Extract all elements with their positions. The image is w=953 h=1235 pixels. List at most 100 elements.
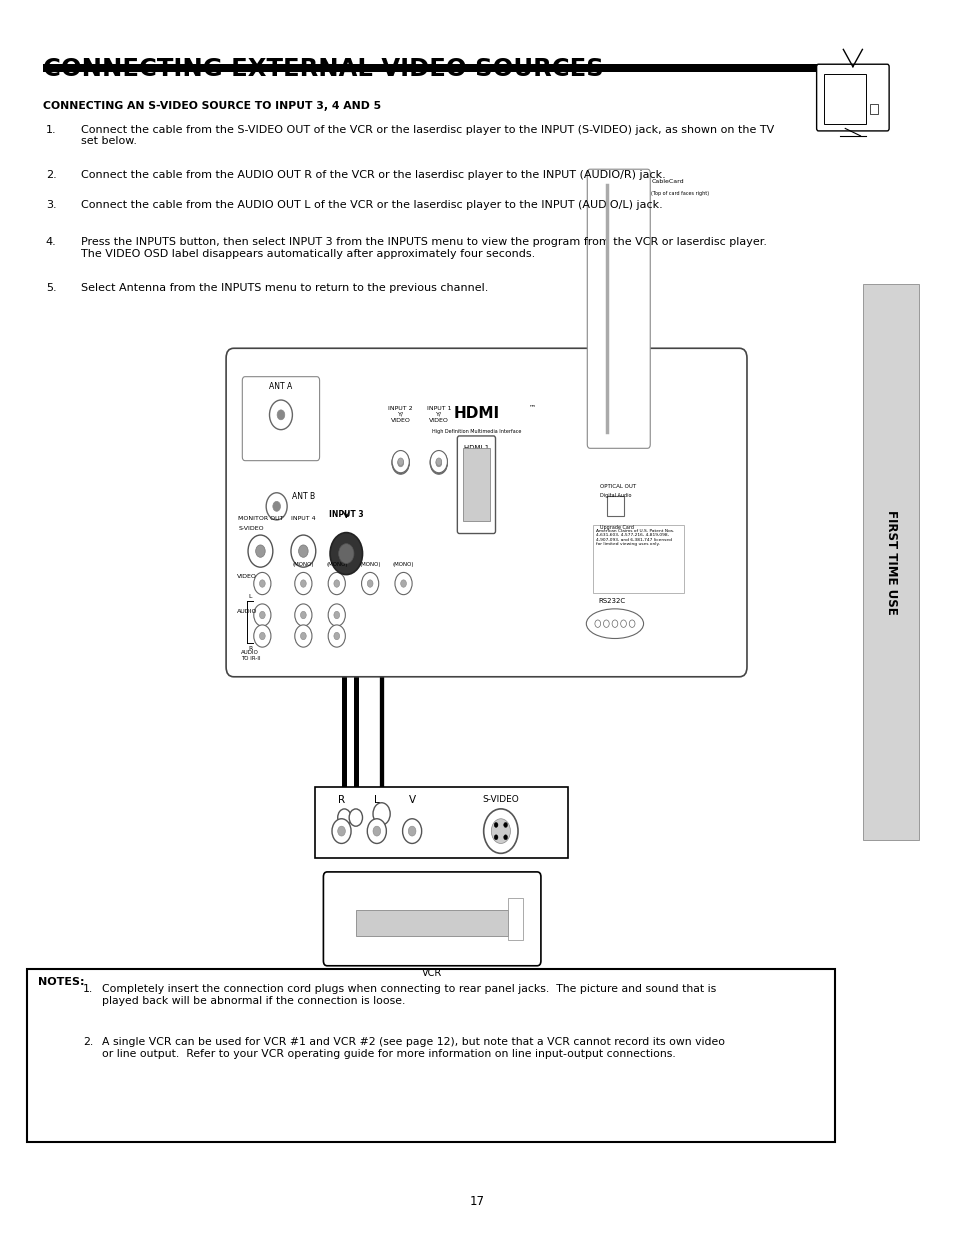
Text: 3.: 3. bbox=[46, 200, 56, 210]
Circle shape bbox=[620, 620, 626, 627]
Text: (MONO): (MONO) bbox=[326, 562, 347, 568]
Text: V: V bbox=[408, 795, 416, 805]
Text: 17: 17 bbox=[469, 1194, 484, 1208]
Text: CONNECTING EXTERNAL VIDEO SOURCES: CONNECTING EXTERNAL VIDEO SOURCES bbox=[43, 57, 603, 80]
Text: Completely insert the connection cord plugs when connecting to rear panel jacks.: Completely insert the connection cord pl… bbox=[102, 984, 716, 1005]
Bar bbox=[593, 525, 683, 593]
Circle shape bbox=[253, 625, 271, 647]
Text: AUDIO
TO IR-II: AUDIO TO IR-II bbox=[241, 650, 261, 661]
Circle shape bbox=[408, 826, 416, 836]
FancyBboxPatch shape bbox=[456, 436, 495, 534]
Text: AUDIO: AUDIO bbox=[236, 609, 256, 614]
Circle shape bbox=[373, 826, 380, 836]
Text: INPUT 4: INPUT 4 bbox=[291, 516, 315, 521]
Circle shape bbox=[392, 452, 409, 474]
Text: FIRST TIME USE: FIRST TIME USE bbox=[883, 510, 897, 614]
FancyBboxPatch shape bbox=[226, 348, 746, 677]
Text: Connect the cable from the S-VIDEO OUT of the VCR or the laserdisc player to the: Connect the cable from the S-VIDEO OUT o… bbox=[81, 125, 774, 146]
Bar bbox=[43, 63, 858, 72]
Text: A single VCR can be used for VCR #1 and VCR #2 (see page 12), but note that a VC: A single VCR can be used for VCR #1 and … bbox=[102, 1037, 724, 1058]
FancyBboxPatch shape bbox=[242, 377, 319, 461]
Bar bbox=[869, 104, 877, 114]
Circle shape bbox=[397, 459, 403, 467]
Circle shape bbox=[291, 535, 315, 567]
Circle shape bbox=[483, 809, 517, 853]
Circle shape bbox=[328, 604, 345, 626]
Text: 4.: 4. bbox=[46, 237, 56, 247]
Circle shape bbox=[253, 604, 271, 626]
Text: 5.: 5. bbox=[46, 283, 56, 293]
Circle shape bbox=[494, 823, 497, 827]
Text: L: L bbox=[248, 594, 252, 599]
Circle shape bbox=[367, 580, 373, 588]
Text: ANT B: ANT B bbox=[292, 492, 314, 501]
Circle shape bbox=[253, 573, 271, 595]
Bar bbox=[27, 969, 834, 1142]
Circle shape bbox=[298, 545, 308, 557]
Circle shape bbox=[255, 545, 265, 557]
Text: 2.: 2. bbox=[46, 170, 56, 180]
Text: Connect the cable from the AUDIO OUT R of the VCR or the laserdisc player to the: Connect the cable from the AUDIO OUT R o… bbox=[81, 170, 665, 180]
Circle shape bbox=[629, 620, 635, 627]
Bar bbox=[508, 898, 522, 940]
Circle shape bbox=[277, 410, 284, 420]
FancyBboxPatch shape bbox=[587, 169, 650, 448]
Text: RS232C: RS232C bbox=[598, 598, 625, 604]
Text: S-VIDEO: S-VIDEO bbox=[482, 795, 518, 804]
Text: Press the INPUTS button, then select INPUT 3 from the INPUTS menu to view the pr: Press the INPUTS button, then select INP… bbox=[81, 237, 766, 258]
Circle shape bbox=[402, 819, 421, 844]
Text: INPUT 2
Y/
VIDEO: INPUT 2 Y/ VIDEO bbox=[388, 406, 413, 422]
Text: CableCard: CableCard bbox=[651, 179, 683, 184]
Circle shape bbox=[328, 573, 345, 595]
Circle shape bbox=[270, 400, 292, 430]
Circle shape bbox=[612, 620, 618, 627]
Circle shape bbox=[436, 458, 441, 466]
Text: S-VIDEO: S-VIDEO bbox=[238, 526, 264, 531]
Circle shape bbox=[491, 819, 510, 844]
Circle shape bbox=[392, 451, 409, 473]
Text: OPTICAL OUT: OPTICAL OUT bbox=[599, 484, 635, 489]
Text: (MONO): (MONO) bbox=[293, 562, 314, 568]
Text: ™: ™ bbox=[528, 404, 536, 410]
Text: (MONO): (MONO) bbox=[359, 562, 380, 568]
Circle shape bbox=[436, 458, 441, 466]
Circle shape bbox=[603, 620, 609, 627]
Circle shape bbox=[595, 620, 600, 627]
Circle shape bbox=[332, 819, 351, 844]
Circle shape bbox=[300, 611, 306, 619]
Circle shape bbox=[430, 452, 447, 474]
Text: High Definition Multimedia Interface: High Definition Multimedia Interface bbox=[432, 429, 520, 433]
Circle shape bbox=[259, 611, 265, 619]
Circle shape bbox=[259, 632, 265, 640]
Circle shape bbox=[334, 632, 339, 640]
Circle shape bbox=[294, 573, 312, 595]
Text: CONNECTING AN S-VIDEO SOURCE TO INPUT 3, 4 AND 5: CONNECTING AN S-VIDEO SOURCE TO INPUT 3,… bbox=[43, 101, 380, 111]
Circle shape bbox=[248, 535, 273, 567]
Text: ANT A: ANT A bbox=[269, 382, 293, 391]
Circle shape bbox=[349, 809, 362, 826]
Text: VCR: VCR bbox=[421, 968, 442, 978]
Circle shape bbox=[397, 458, 403, 466]
Circle shape bbox=[373, 803, 390, 825]
Circle shape bbox=[334, 580, 339, 588]
Text: L: L bbox=[374, 795, 379, 805]
FancyBboxPatch shape bbox=[323, 872, 540, 966]
Text: HDMI 1: HDMI 1 bbox=[463, 445, 489, 451]
Circle shape bbox=[392, 451, 409, 473]
Text: 1.: 1. bbox=[46, 125, 56, 135]
Circle shape bbox=[273, 501, 280, 511]
Circle shape bbox=[503, 835, 507, 840]
Circle shape bbox=[503, 823, 507, 827]
Text: MONITOR OUT: MONITOR OUT bbox=[238, 516, 284, 521]
Text: R: R bbox=[248, 646, 252, 651]
Text: INPUT 1
Y/
VIDEO: INPUT 1 Y/ VIDEO bbox=[426, 406, 451, 422]
Bar bbox=[462, 448, 489, 521]
Circle shape bbox=[400, 580, 406, 588]
Text: Select Antenna from the INPUTS menu to return to the previous channel.: Select Antenna from the INPUTS menu to r… bbox=[81, 283, 488, 293]
Text: Connect the cable from the AUDIO OUT L of the VCR or the laserdisc player to the: Connect the cable from the AUDIO OUT L o… bbox=[81, 200, 662, 210]
Circle shape bbox=[361, 573, 378, 595]
Text: VIDEO: VIDEO bbox=[236, 573, 256, 579]
Bar bbox=[314, 787, 567, 858]
Bar bbox=[862, 284, 918, 840]
Text: Digital Audio: Digital Audio bbox=[599, 493, 631, 498]
